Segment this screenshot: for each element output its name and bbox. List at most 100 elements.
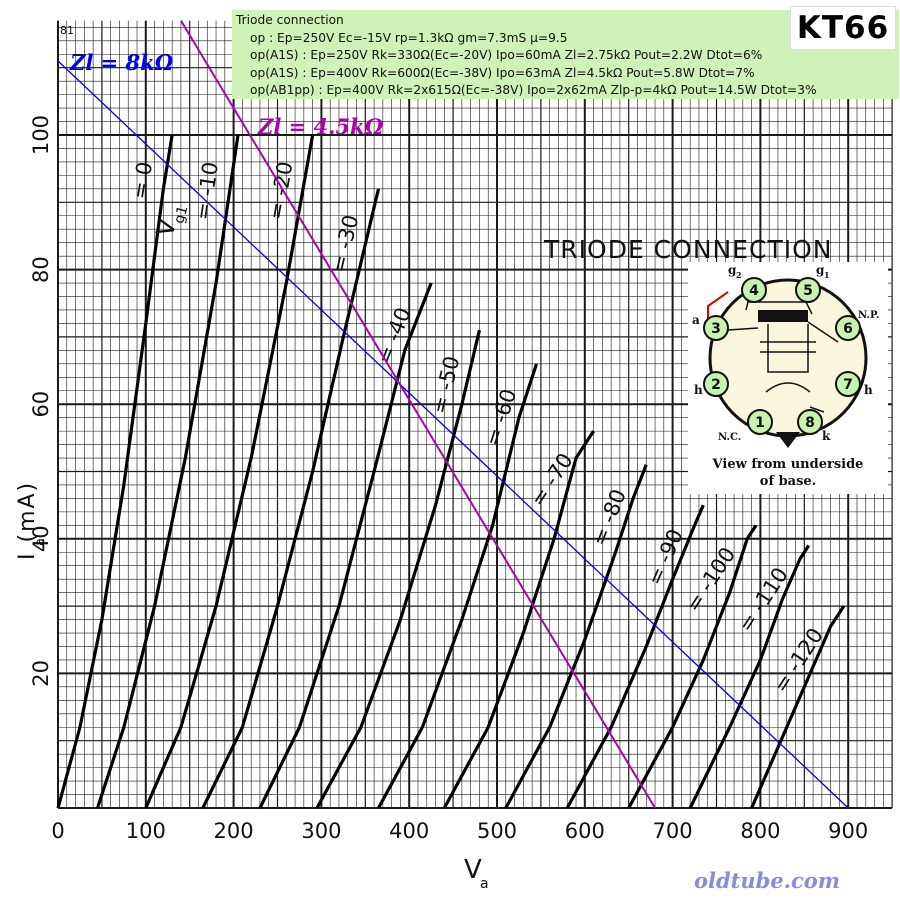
svg-text:g1: g1 [171, 204, 191, 225]
site-watermark: oldtube.com [694, 868, 841, 893]
pin-circle: 8 [797, 409, 823, 435]
pin-circle: 7 [835, 371, 861, 397]
y-axis-label: I (mA) a [15, 481, 48, 560]
info-line: op : Ep=250V Ec=-15V rp=1.3kΩ gm=7.3mS μ… [250, 30, 568, 45]
svg-text:2: 2 [711, 377, 721, 393]
x-tick-label: 300 [301, 819, 341, 843]
svg-text:= -120: = -120 [769, 624, 828, 697]
curve-label: = -100 [681, 543, 740, 616]
svg-text:3: 3 [711, 321, 721, 337]
pin-label-g1: g [816, 263, 825, 277]
grid-voltage-curve [258, 282, 433, 809]
svg-text:7: 7 [843, 377, 853, 393]
svg-text:80: 80 [29, 256, 53, 283]
grid-voltage-curve [442, 430, 595, 809]
curve-label: = -50 [427, 354, 464, 417]
pin-circle: 4 [741, 277, 767, 303]
chart-title: TRIODE CONNECTION [543, 235, 833, 264]
svg-text:40: 40 [29, 525, 53, 552]
load-line [57, 60, 849, 809]
grid-voltage-curve [750, 605, 846, 809]
x-tick-label: 0 [51, 819, 64, 843]
curve-label: = 0 [127, 160, 157, 201]
info-line: op(AB1pp) : Ep=400V Rk=2x615Ω(Ec=-38V) I… [250, 83, 817, 97]
y-tick-label: 60 [29, 391, 53, 418]
info-line: op(A1S) : Ep=400V Rk=600Ω(Ec=-38V) Ipo=6… [250, 65, 755, 80]
svg-text:8: 8 [805, 415, 815, 431]
curve-label: = -30 [326, 212, 363, 275]
pin-circle: 5 [795, 277, 821, 303]
operating-points-info: Triode connection op : Ep=250V Ec=-15V r… [232, 10, 899, 99]
pin-label-a: a [692, 313, 700, 327]
svg-text:60: 60 [29, 391, 53, 418]
svg-text:V: V [151, 216, 182, 240]
svg-text:= 0: = 0 [127, 160, 157, 201]
grid-voltage-curve [688, 544, 811, 809]
pin-circle: 6 [835, 315, 861, 341]
load-line-8k-label: Zl = 8kΩ [69, 50, 174, 75]
tube-model-label: KT66 [790, 6, 896, 50]
pin-circle: 3 [703, 315, 729, 341]
y-tick-label: 20 [29, 660, 53, 687]
svg-text:= -100: = -100 [681, 543, 740, 616]
svg-text:6: 6 [843, 321, 853, 337]
svg-text:= -50: = -50 [427, 354, 464, 417]
svg-text:I (mA): I (mA) [15, 481, 40, 560]
info-line: op(A1S) : Ep=250V Rk=330Ω(Ec=-20V) Ipo=6… [250, 48, 763, 62]
y-tick-label: 40 [29, 525, 53, 552]
pin-label-h-left: h [694, 383, 703, 397]
grid-voltage-curve [504, 464, 648, 809]
svg-text:V: V [464, 855, 482, 885]
grid-voltage-label: V g1 [151, 204, 192, 240]
grid-voltage-curve [144, 134, 315, 809]
load-lines [57, 20, 849, 809]
x-tick-label: 200 [214, 819, 254, 843]
pin-circle: 1 [747, 409, 773, 435]
pin-label-g1-sub: 1 [824, 270, 830, 280]
anchor-g2-link [707, 291, 729, 320]
x-tick-label: 900 [828, 819, 868, 843]
pin-circle: 2 [703, 371, 729, 397]
x-tick-label: 600 [565, 819, 605, 843]
grid-voltage-curves [56, 134, 846, 809]
pin-label-k: k [822, 429, 831, 443]
x-tick-label: 500 [477, 819, 517, 843]
grid-voltage-curve [201, 188, 381, 809]
curve-label: = -110 [733, 563, 792, 636]
load-line [180, 20, 656, 809]
electrode-plate [758, 310, 808, 322]
curve-label: = -120 [769, 624, 828, 697]
pin-label-np: N.P. [858, 310, 879, 321]
pin-label-g2-sub: 2 [736, 270, 742, 280]
grid-voltage-curve [95, 134, 240, 809]
svg-text:= -110: = -110 [733, 563, 792, 636]
x-tick-label: 700 [653, 819, 693, 843]
pin-label-h-right: h [864, 383, 873, 397]
corner-number: 81 [60, 24, 74, 37]
key-notch [776, 432, 800, 448]
x-tick-label: 800 [740, 819, 780, 843]
pinout-caption: View from underside of base. [712, 457, 864, 489]
pin-label-g2: g [728, 263, 737, 277]
svg-text:4: 4 [749, 283, 759, 299]
svg-text:100: 100 [29, 115, 53, 155]
info-title: Triode connection [236, 13, 344, 27]
grid-voltage-curve [565, 504, 705, 809]
axis-tick-labels: 0 100 200 300 400 500 600 700 800 900 20 40 60 80 100 [29, 115, 868, 843]
y-tick-label: 80 [29, 256, 53, 283]
grid-voltage-curve [627, 524, 758, 809]
pin-label-nc: N.C. [718, 432, 741, 443]
svg-text:20: 20 [29, 660, 53, 687]
grid-voltage-curve [377, 363, 539, 809]
load-line-4-5k-label: Zl = 4.5kΩ [257, 114, 384, 139]
x-axis-label: V a [464, 855, 489, 892]
svg-text:= -30: = -30 [326, 212, 363, 275]
svg-text:a: a [480, 876, 489, 892]
base-outline [708, 278, 868, 438]
base-pinout-diagram: 1 2 3 4 5 6 7 8 g 2 g 1 a N.P. h h N.C. k View from under… [688, 262, 888, 494]
svg-text:5: 5 [803, 283, 813, 299]
grid-voltage-curve [56, 134, 174, 809]
